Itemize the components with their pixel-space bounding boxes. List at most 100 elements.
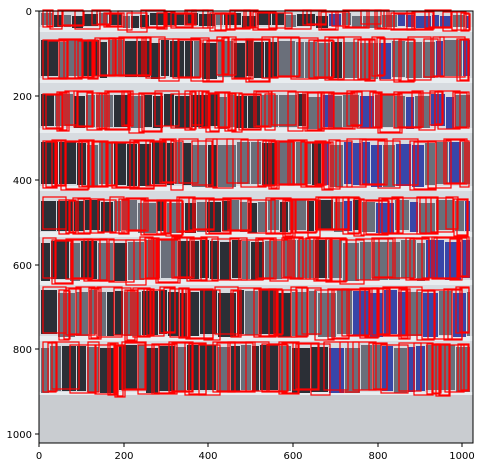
product [331,42,342,78]
detection-box [191,140,213,186]
detection-box [157,239,179,283]
product [417,243,425,281]
detection-box [298,238,311,280]
detection-box [292,342,320,391]
detection-box [290,286,308,338]
detection-box [257,238,275,279]
detection-box [376,37,386,76]
detection-box [177,39,202,78]
product [329,14,341,26]
product [371,145,382,187]
detection-box [373,238,394,278]
detection-box [287,91,304,132]
detection-box [275,140,295,186]
product [441,345,455,390]
product [234,43,245,79]
x-tick-label: 800 [368,451,387,462]
product [144,95,152,127]
detection-box [96,92,110,130]
product [191,241,199,279]
detection-box [429,90,443,126]
detection-box [90,288,100,339]
detection-box [379,38,402,81]
detection-box [314,289,335,341]
detection-box [216,342,236,392]
detection-box [224,92,237,132]
product [192,145,207,187]
detection-box [189,289,214,339]
detection-box [460,12,470,32]
detection-box [359,138,388,186]
product [406,15,415,27]
detection-box [192,198,215,230]
detection-box [317,91,335,130]
detection-box [452,91,470,129]
detection-box [386,287,408,336]
detection-box [96,286,123,338]
detection-box [398,288,411,340]
detection-box [75,286,96,336]
detection-box [323,341,349,391]
detection-box [346,138,367,188]
product [101,202,113,232]
product [164,94,174,126]
product [41,40,58,76]
product [277,142,295,184]
detection-box [284,9,312,30]
detection-box [391,196,404,234]
detection-box [94,344,115,395]
detection-box [231,38,254,80]
detection-box [413,141,437,190]
detection-box [154,90,180,127]
detection-box [413,342,434,396]
detection-box [372,343,388,390]
product [209,94,218,126]
detection-box [439,36,466,78]
detection-box [371,237,396,279]
detection-box [107,342,119,396]
detection-box [245,38,271,83]
detection-box [352,341,377,391]
detection-box [63,39,84,79]
detection-box [42,39,68,80]
detection-box [289,140,306,185]
detection-box [377,140,401,189]
detection-box [261,343,288,393]
y-tick-label: 800 [13,345,32,356]
x-tick-label: 0 [36,451,42,462]
detection-box [208,199,231,234]
detection-box [430,197,454,233]
product [242,241,250,279]
product [151,43,160,79]
detection-box [325,237,347,283]
product [185,41,193,77]
detection-box [143,200,165,235]
y-tick-label: 600 [13,261,32,272]
detection-box [109,196,125,234]
product [353,291,369,335]
detection-box [459,140,470,188]
detection-box [353,198,365,237]
product [76,292,88,336]
product [64,15,71,27]
product [455,95,470,127]
product [268,200,279,230]
detection-box [257,12,278,30]
product [254,42,264,78]
detection-box [216,36,229,76]
product [153,96,163,128]
detection-box [342,9,370,29]
detection-box [416,289,435,341]
detection-box [377,93,403,134]
product [406,97,414,129]
detection-box [268,288,283,336]
y-tick-label: 1000 [7,430,32,441]
product [329,348,344,393]
product [446,97,454,129]
detection-box [421,236,438,279]
product [237,142,250,184]
detection-box [451,11,467,31]
detection-box [63,290,71,340]
detection-box [447,289,463,340]
detection-box [156,12,168,30]
